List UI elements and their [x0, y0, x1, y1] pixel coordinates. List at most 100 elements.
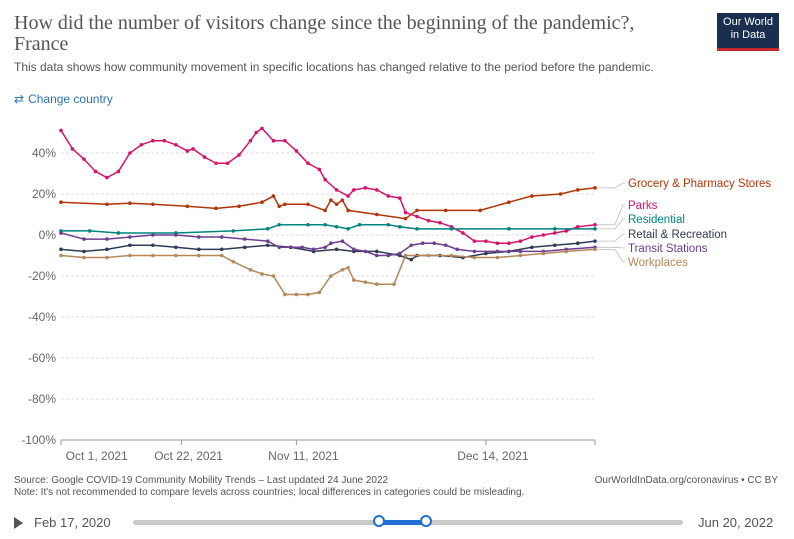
series-line: [60, 232, 596, 257]
data-point: [323, 208, 327, 213]
data-point: [461, 231, 465, 235]
data-point: [248, 138, 253, 143]
data-point: [530, 245, 534, 250]
note-text: Note: It's not recommended to compare le…: [14, 487, 525, 498]
data-point: [265, 243, 270, 248]
line-chart: 40% 20% 0% -20% -40% -60% -80% -100% Oct 1, 202…: [21, 126, 771, 463]
owid-logo[interactable]: Our World in Data: [717, 13, 779, 51]
data-point: [306, 292, 310, 297]
data-point: [403, 210, 408, 215]
data-point: [530, 235, 534, 239]
data-point: [392, 282, 396, 287]
data-point: [334, 225, 339, 229]
data-point: [174, 233, 178, 237]
data-point: [593, 239, 597, 243]
data-point: [397, 196, 402, 200]
data-point: [507, 241, 511, 245]
data-point: [329, 274, 333, 278]
data-point: [311, 247, 316, 252]
data-point: [260, 200, 264, 204]
data-point: [242, 245, 247, 250]
data-point: [116, 169, 121, 174]
data-point: [59, 128, 63, 133]
data-point: [219, 253, 224, 258]
data-point: [283, 292, 287, 297]
data-point: [323, 222, 327, 227]
data-point: [346, 208, 350, 213]
data-point: [277, 204, 281, 209]
data-point: [329, 241, 333, 245]
legend: Grocery & Pharmacy Stores Parks Residentia…: [597, 178, 771, 269]
data-point: [553, 227, 557, 231]
data-point: [151, 233, 155, 237]
data-point: [564, 229, 569, 233]
source-text: Source: Google COVID-19 Community Mobili…: [14, 475, 389, 486]
data-point: [363, 280, 368, 284]
data-point: [116, 231, 121, 235]
data-point: [363, 249, 368, 254]
data-point: [357, 222, 362, 227]
data-point: [518, 239, 523, 243]
data-point: [128, 201, 132, 206]
data-point: [575, 188, 580, 192]
x-tick-label: Oct 1, 2021: [66, 449, 128, 463]
data-point: [151, 138, 155, 143]
data-point: [386, 222, 391, 227]
y-tick-label: -100%: [21, 433, 56, 447]
data-point: [93, 169, 98, 174]
data-point: [426, 218, 431, 223]
series-line: [61, 224, 595, 234]
data-point: [191, 147, 195, 151]
timeline-start-handle[interactable]: [372, 515, 385, 527]
data-point: [415, 208, 419, 213]
data-point: [415, 214, 419, 219]
y-tick-label: -20%: [28, 269, 56, 283]
data-point: [564, 249, 569, 254]
data-point: [59, 200, 63, 204]
data-point: [197, 235, 201, 239]
timeline-start-label: Feb 17, 2020: [34, 515, 111, 530]
series-lines: [59, 126, 597, 297]
data-point: [541, 251, 546, 256]
data-point: [420, 241, 425, 245]
data-point: [260, 272, 264, 276]
legend-label: Residential: [628, 214, 685, 226]
data-point: [82, 237, 86, 241]
chart-subtitle: This data shows how community movement i…: [14, 60, 654, 74]
data-point: [219, 235, 224, 239]
y-tick-label: -40%: [28, 310, 56, 324]
data-point: [346, 227, 350, 231]
legend-label: Parks: [628, 200, 658, 212]
timeline-selected-range[interactable]: [378, 520, 427, 525]
data-point: [518, 249, 523, 254]
data-point: [82, 249, 86, 254]
data-point: [70, 147, 75, 151]
data-point: [507, 227, 511, 231]
data-point: [174, 245, 178, 250]
data-point: [484, 251, 488, 256]
data-point: [455, 247, 459, 252]
change-country-button[interactable]: ⇄ Change country: [14, 92, 113, 106]
timeline-end-handle[interactable]: [420, 515, 433, 527]
data-point: [82, 255, 86, 260]
data-point: [271, 194, 276, 198]
data-point: [225, 161, 230, 166]
y-tick-label: 20%: [32, 187, 56, 201]
data-point: [397, 225, 402, 229]
legend-leader-line: [597, 246, 625, 249]
data-point: [323, 177, 327, 182]
data-point: [202, 155, 207, 159]
data-point: [105, 175, 109, 180]
data-point: [340, 198, 345, 202]
series-line: [60, 187, 596, 220]
data-point: [139, 143, 144, 147]
play-icon[interactable]: [14, 517, 23, 529]
data-point: [449, 227, 454, 231]
data-point: [375, 249, 379, 254]
data-point: [306, 161, 310, 166]
data-point: [575, 225, 580, 229]
data-point: [283, 138, 287, 143]
data-point: [174, 253, 178, 258]
series-line: [60, 127, 596, 244]
credit-link[interactable]: OurWorldInData.org/coronavirus • CC BY: [594, 475, 778, 486]
